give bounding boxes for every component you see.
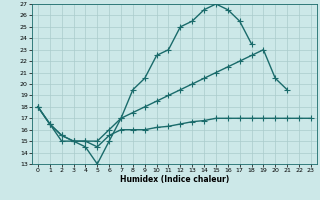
- X-axis label: Humidex (Indice chaleur): Humidex (Indice chaleur): [120, 175, 229, 184]
